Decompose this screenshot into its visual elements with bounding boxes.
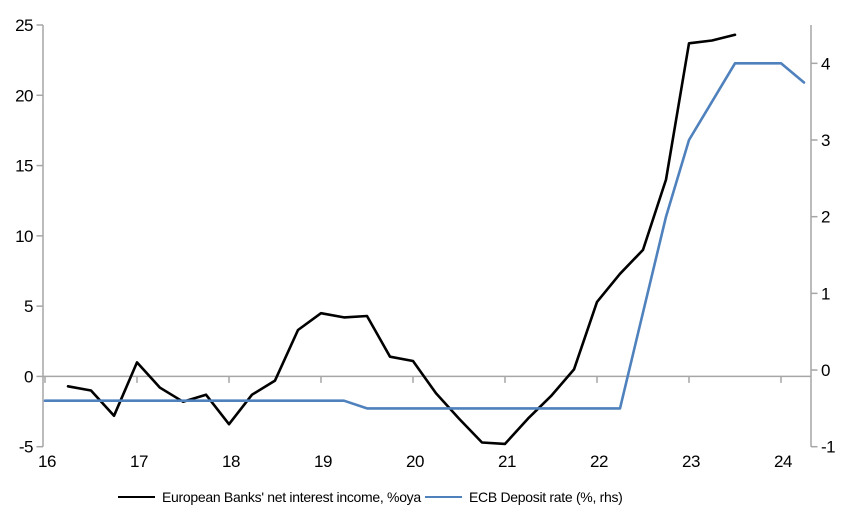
left-axis-label: 5 <box>24 297 33 316</box>
series-line-ecb <box>43 61 806 410</box>
legend-item-nii: European Banks' net interest income, %oy… <box>118 488 421 506</box>
left-axis-label: 10 <box>15 227 33 246</box>
right-axis-label: 2 <box>821 208 830 227</box>
left-axis-label: 0 <box>24 367 33 386</box>
right-axis-label: 4 <box>821 54 830 73</box>
left-axis-label: -5 <box>19 438 33 457</box>
x-axis-label: 21 <box>498 452 516 471</box>
legend-swatch-black-line <box>118 496 155 498</box>
left-axis-label: 20 <box>15 86 33 105</box>
right-axis-label: 0 <box>821 361 830 380</box>
x-axis-label: 18 <box>222 452 240 471</box>
right-axis-label: 1 <box>821 284 830 303</box>
x-axis-label: 19 <box>314 452 332 471</box>
x-axis-label: 22 <box>590 452 608 471</box>
x-axis-label: 24 <box>774 452 792 471</box>
series-line-nii <box>66 33 737 446</box>
x-axis-label: 20 <box>406 452 424 471</box>
left-axis-label: 15 <box>15 157 33 176</box>
left-axis-label: 25 <box>15 16 33 35</box>
legend-item-ecb: ECB Deposit rate (%, rhs) <box>425 488 623 506</box>
x-axis-label: 17 <box>130 452 148 471</box>
right-axis-label: -1 <box>821 438 835 457</box>
legend-swatch-blue-line <box>425 496 462 498</box>
x-axis-label: 16 <box>38 452 56 471</box>
x-axis-label: 23 <box>682 452 700 471</box>
right-axis-label: 3 <box>821 131 830 150</box>
legend-label-ecb: ECB Deposit rate (%, rhs) <box>469 489 623 505</box>
legend-label-nii: European Banks' net interest income, %oy… <box>162 489 421 505</box>
